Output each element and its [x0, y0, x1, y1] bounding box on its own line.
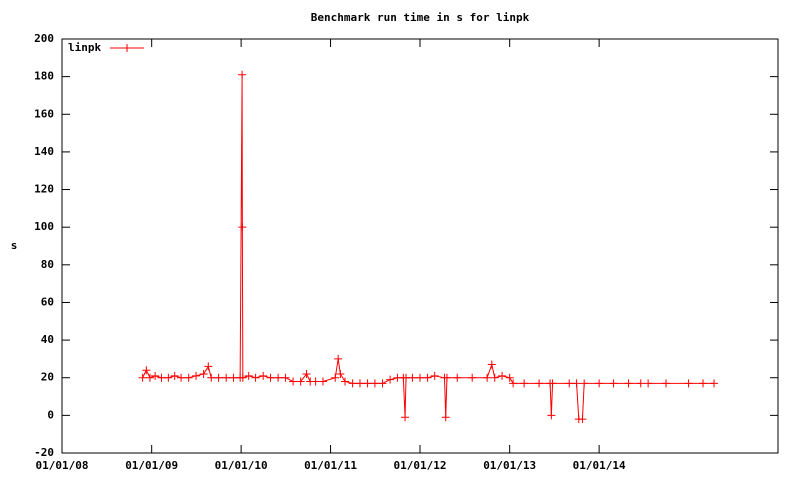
- point-marker: [363, 379, 372, 388]
- point-marker: [509, 379, 518, 388]
- point-marker: [207, 373, 216, 382]
- point-marker: [138, 373, 147, 382]
- y-tick-label: -20: [34, 446, 54, 459]
- point-marker: [259, 371, 268, 380]
- point-marker: [238, 70, 247, 79]
- y-tick-label: 100: [34, 220, 54, 233]
- point-marker: [334, 354, 343, 363]
- y-tick-label: 180: [34, 70, 54, 83]
- point-marker: [401, 413, 410, 422]
- point-marker: [520, 379, 529, 388]
- point-marker: [609, 379, 618, 388]
- point-marker: [204, 362, 213, 371]
- point-marker: [662, 379, 671, 388]
- point-marker: [483, 373, 492, 382]
- point-marker: [370, 379, 379, 388]
- point-marker: [251, 373, 260, 382]
- point-marker: [214, 373, 223, 382]
- point-marker: [238, 223, 247, 232]
- point-marker: [547, 411, 556, 420]
- point-marker: [199, 369, 208, 378]
- point-marker: [348, 379, 357, 388]
- x-tick-label: 01/01/10: [215, 459, 268, 472]
- point-marker: [572, 379, 581, 388]
- point-marker: [423, 373, 432, 382]
- point-marker: [441, 413, 450, 422]
- point-marker: [318, 377, 327, 386]
- point-marker: [468, 373, 477, 382]
- x-tick-label: 01/01/14: [573, 459, 626, 472]
- point-marker: [453, 373, 462, 382]
- point-marker: [580, 379, 589, 388]
- point-marker: [281, 373, 290, 382]
- point-marker: [636, 379, 645, 388]
- x-tick-label: 01/01/09: [125, 459, 178, 472]
- point-marker: [490, 373, 499, 382]
- point-marker: [430, 371, 439, 380]
- y-tick-label: 140: [34, 145, 54, 158]
- y-tick-label: 160: [34, 107, 54, 120]
- point-marker: [408, 373, 417, 382]
- y-tick-label: 80: [41, 258, 54, 271]
- y-tick-label: 20: [41, 371, 54, 384]
- point-marker: [535, 379, 544, 388]
- point-marker: [378, 379, 387, 388]
- point-marker: [170, 371, 179, 380]
- point-marker: [302, 369, 311, 378]
- point-marker: [244, 371, 253, 380]
- y-tick-label: 200: [34, 32, 54, 45]
- point-marker: [142, 366, 151, 375]
- point-marker: [710, 379, 719, 388]
- point-marker: [487, 360, 496, 369]
- point-marker: [266, 373, 275, 382]
- point-marker: [355, 379, 364, 388]
- y-tick-label: 40: [41, 333, 54, 346]
- point-marker: [289, 377, 298, 386]
- y-tick-label: 0: [47, 408, 54, 421]
- x-tick-label: 01/01/12: [394, 459, 447, 472]
- point-marker: [565, 379, 574, 388]
- point-marker: [595, 379, 604, 388]
- point-marker: [222, 373, 231, 382]
- point-marker: [296, 377, 305, 386]
- point-marker: [145, 373, 154, 382]
- legend-marker: [123, 44, 131, 52]
- point-marker: [505, 373, 514, 382]
- point-marker: [699, 379, 708, 388]
- point-marker: [192, 371, 201, 380]
- x-tick-label: 01/01/11: [304, 459, 357, 472]
- point-marker: [177, 373, 186, 382]
- point-marker: [624, 379, 633, 388]
- point-marker: [442, 373, 451, 382]
- point-marker: [684, 379, 693, 388]
- point-marker: [311, 377, 320, 386]
- chart-title: Benchmark run time in s for linpk: [311, 11, 530, 24]
- y-tick-label: 60: [41, 295, 54, 308]
- point-marker: [274, 373, 283, 382]
- point-marker: [578, 415, 587, 424]
- point-marker: [416, 373, 424, 382]
- point-marker: [164, 373, 173, 382]
- point-marker: [151, 371, 160, 380]
- point-marker: [336, 369, 345, 378]
- point-marker: [341, 377, 350, 386]
- point-marker: [644, 379, 653, 388]
- point-marker: [548, 379, 557, 388]
- point-marker: [157, 373, 166, 382]
- legend-label: linpk: [68, 41, 101, 54]
- point-marker: [498, 371, 507, 380]
- series-line: [142, 74, 715, 420]
- y-axis-label: s: [11, 239, 18, 252]
- point-marker: [184, 373, 193, 382]
- x-tick-label: 01/01/08: [36, 459, 89, 472]
- x-tick-label: 01/01/13: [483, 459, 536, 472]
- point-marker: [386, 375, 395, 384]
- plot-frame: [61, 38, 779, 454]
- y-tick-label: 120: [34, 183, 54, 196]
- point-marker: [331, 373, 340, 382]
- point-marker: [238, 373, 247, 382]
